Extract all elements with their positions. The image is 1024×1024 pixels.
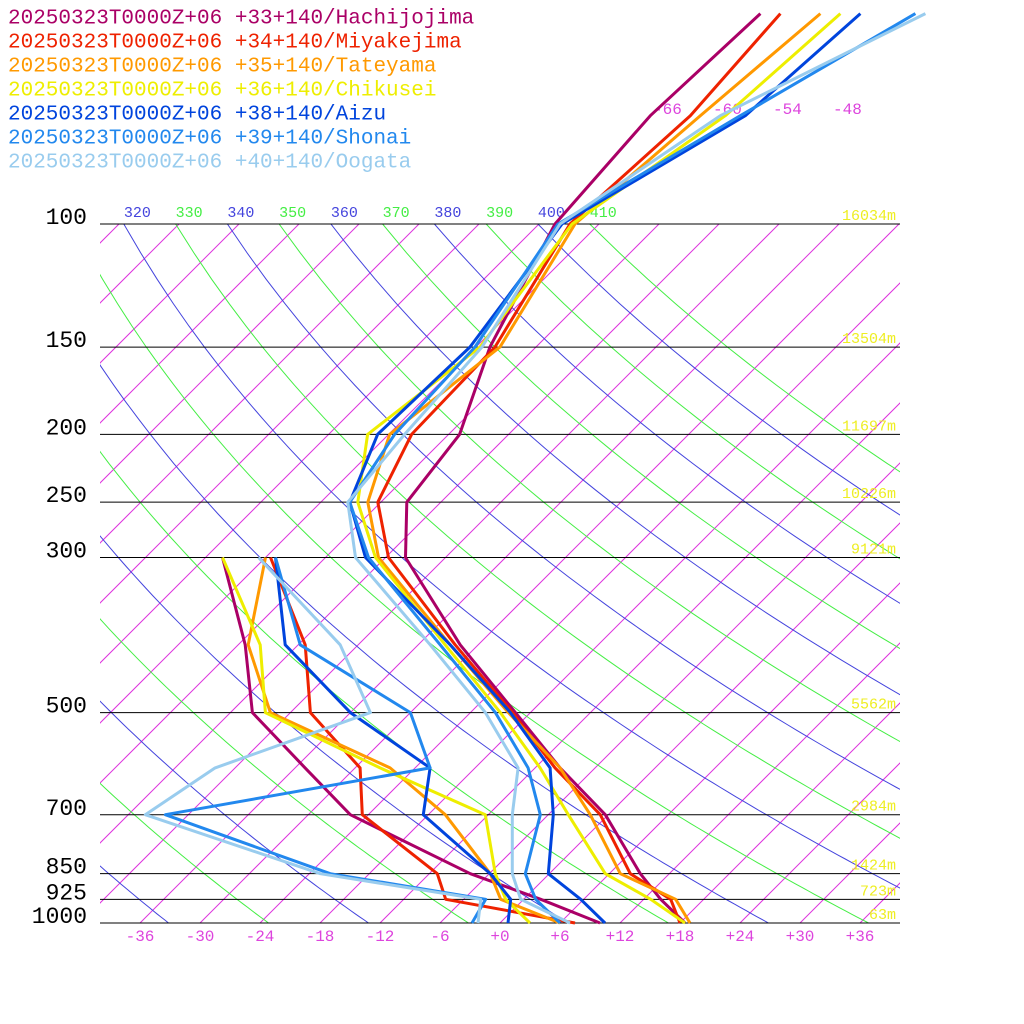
adiabat-label: 320 <box>124 205 151 222</box>
dry-adiabat <box>123 224 900 889</box>
legend-entry: 20250323T0000Z+06 +35+140/Tateyama <box>8 56 436 79</box>
dry-adiabat <box>589 224 900 473</box>
temperature-label: +6 <box>550 928 569 946</box>
pressure-label: 700 <box>46 796 87 822</box>
height-label: 1424m <box>851 858 896 875</box>
height-label: 10226m <box>842 486 896 503</box>
pressure-label: 925 <box>46 880 87 906</box>
temperature-label: +12 <box>606 928 635 946</box>
isotherm <box>319 342 900 923</box>
height-label: 13504m <box>842 331 896 348</box>
height-label: 5562m <box>851 697 896 714</box>
dry-adiabat <box>175 224 900 839</box>
height-label: 63m <box>869 907 896 924</box>
isotherm <box>379 402 900 923</box>
isotherm <box>100 224 240 364</box>
legend-entry: 20250323T0000Z+06 +33+140/Hachijojima <box>8 8 474 31</box>
pressure-label: 200 <box>46 415 87 441</box>
pressure-label: 250 <box>46 483 87 509</box>
isotherm <box>199 224 900 923</box>
profiles <box>143 12 927 925</box>
pressure-label: 500 <box>46 694 87 720</box>
adiabat-label: 370 <box>383 205 410 222</box>
dry-adiabat <box>537 224 900 516</box>
temperature-label: -12 <box>366 928 395 946</box>
legend-entry: 20250323T0000Z+06 +39+140/Shonai <box>8 128 411 151</box>
isotherm <box>679 702 900 923</box>
isotherm <box>100 224 420 544</box>
isotherm <box>859 882 900 923</box>
temperature-line <box>356 12 842 925</box>
temperature-label: -24 <box>246 928 275 946</box>
dewpoint-line <box>269 556 576 925</box>
dewpoint-line <box>246 557 561 925</box>
height-label: 723m <box>860 883 896 900</box>
temperature-label: +24 <box>726 928 755 946</box>
dewpoint-line <box>274 557 513 924</box>
dry-adiabat <box>100 450 669 923</box>
isotherm-label: -54 <box>773 101 802 119</box>
temperature-label: +0 <box>490 928 509 946</box>
pressure-label: 100 <box>46 205 87 231</box>
legend-entry: 20250323T0000Z+06 +38+140/Aizu <box>8 104 386 127</box>
adiabat-label: 380 <box>434 205 461 222</box>
temperature-label: +18 <box>666 928 695 946</box>
adiabat-label: 410 <box>590 205 617 222</box>
height-label: 16034m <box>842 208 896 225</box>
temperature-line <box>346 12 927 925</box>
pressure-label: 1000 <box>32 904 87 930</box>
isotherm <box>739 762 900 923</box>
labels: 310 320 330 340 350 360 370 380 390 400 410-66 -60-… <box>32 101 900 946</box>
adiabat-label: 330 <box>176 205 203 222</box>
temperature-label: +36 <box>846 928 875 946</box>
pressure-label: 150 <box>46 328 87 354</box>
dewpoint-line <box>143 556 483 924</box>
legend-entry: 20250323T0000Z+06 +34+140/Miyakejima <box>8 32 462 55</box>
pressure-label: 300 <box>46 539 87 565</box>
isotherm <box>259 282 900 923</box>
adiabat-label: 360 <box>331 205 358 222</box>
temperature-label: -36 <box>126 928 155 946</box>
temperature-line <box>366 12 822 924</box>
isotherm <box>499 522 900 923</box>
temperature-label: -30 <box>186 928 215 946</box>
isotherm <box>559 582 900 923</box>
adiabat-label: 390 <box>486 205 513 222</box>
isotherm <box>100 224 300 424</box>
dry-adiabat <box>485 224 900 560</box>
isotherm <box>100 224 600 724</box>
isotherm <box>139 224 840 923</box>
temperature-label: -6 <box>430 928 449 946</box>
temperature-label: -18 <box>306 928 335 946</box>
height-label: 11697m <box>842 418 896 435</box>
isotherm <box>439 462 900 923</box>
height-label: 2984m <box>851 799 896 816</box>
dewpoint-line <box>221 556 532 925</box>
legend-entry: 20250323T0000Z+06 +40+140/Oogata <box>8 152 411 175</box>
isotherm <box>100 224 480 604</box>
pressure-label: 850 <box>46 855 87 881</box>
isotherm-label: -48 <box>833 101 862 119</box>
isotherm <box>799 822 900 923</box>
legend: 20250323T0000Z+06 +33+140/Hachijojima202… <box>8 8 474 175</box>
adiabat-labels: 310 320 330 340 350 360 370 380 390 400 410 <box>124 205 617 222</box>
height-label: 9121m <box>851 541 896 558</box>
adiabat-label: 400 <box>538 205 565 222</box>
isotherm <box>100 224 360 484</box>
isotherm <box>100 224 780 904</box>
adiabat-label: 340 <box>227 205 254 222</box>
adiabat-label: 350 <box>279 205 306 222</box>
dry-adiabat <box>382 224 900 650</box>
isotherm <box>619 642 900 923</box>
temperature-label: +30 <box>786 928 815 946</box>
dewpoint-line <box>221 557 601 925</box>
isotherm <box>100 224 660 784</box>
temperature-line <box>404 12 762 925</box>
dry-adiabat <box>330 224 900 696</box>
temperature-line <box>348 12 917 925</box>
legend-entry: 20250323T0000Z+06 +36+140/Chikusei <box>8 80 436 103</box>
isotherm <box>100 224 540 664</box>
dry-adiabat <box>226 224 900 790</box>
